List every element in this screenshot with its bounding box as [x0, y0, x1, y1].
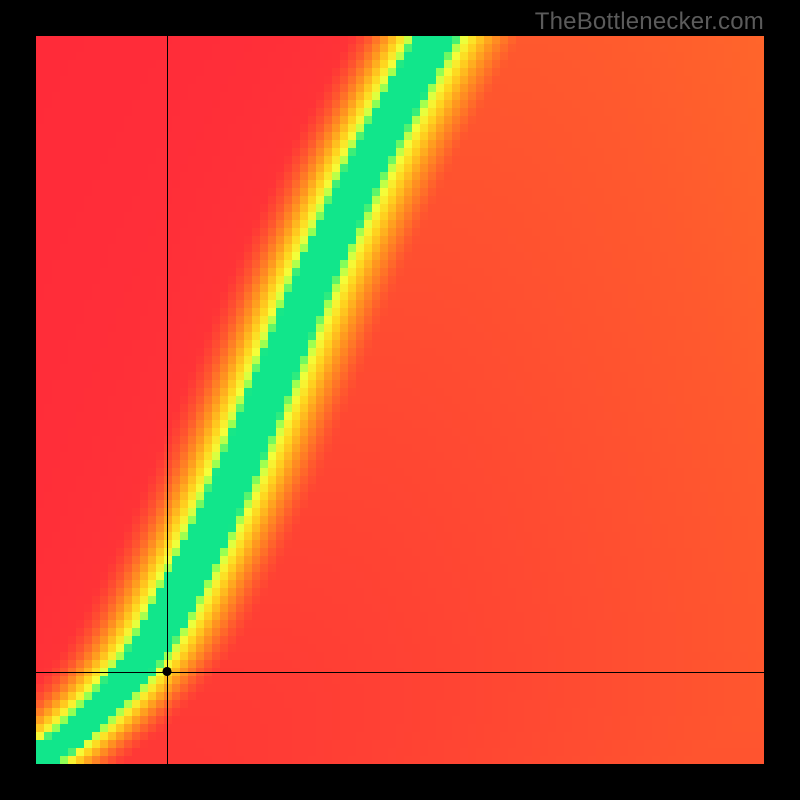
watermark-text: TheBottlenecker.com — [535, 8, 764, 36]
figure-container: TheBottlenecker.com — [0, 0, 800, 800]
bottleneck-heatmap — [36, 36, 764, 764]
